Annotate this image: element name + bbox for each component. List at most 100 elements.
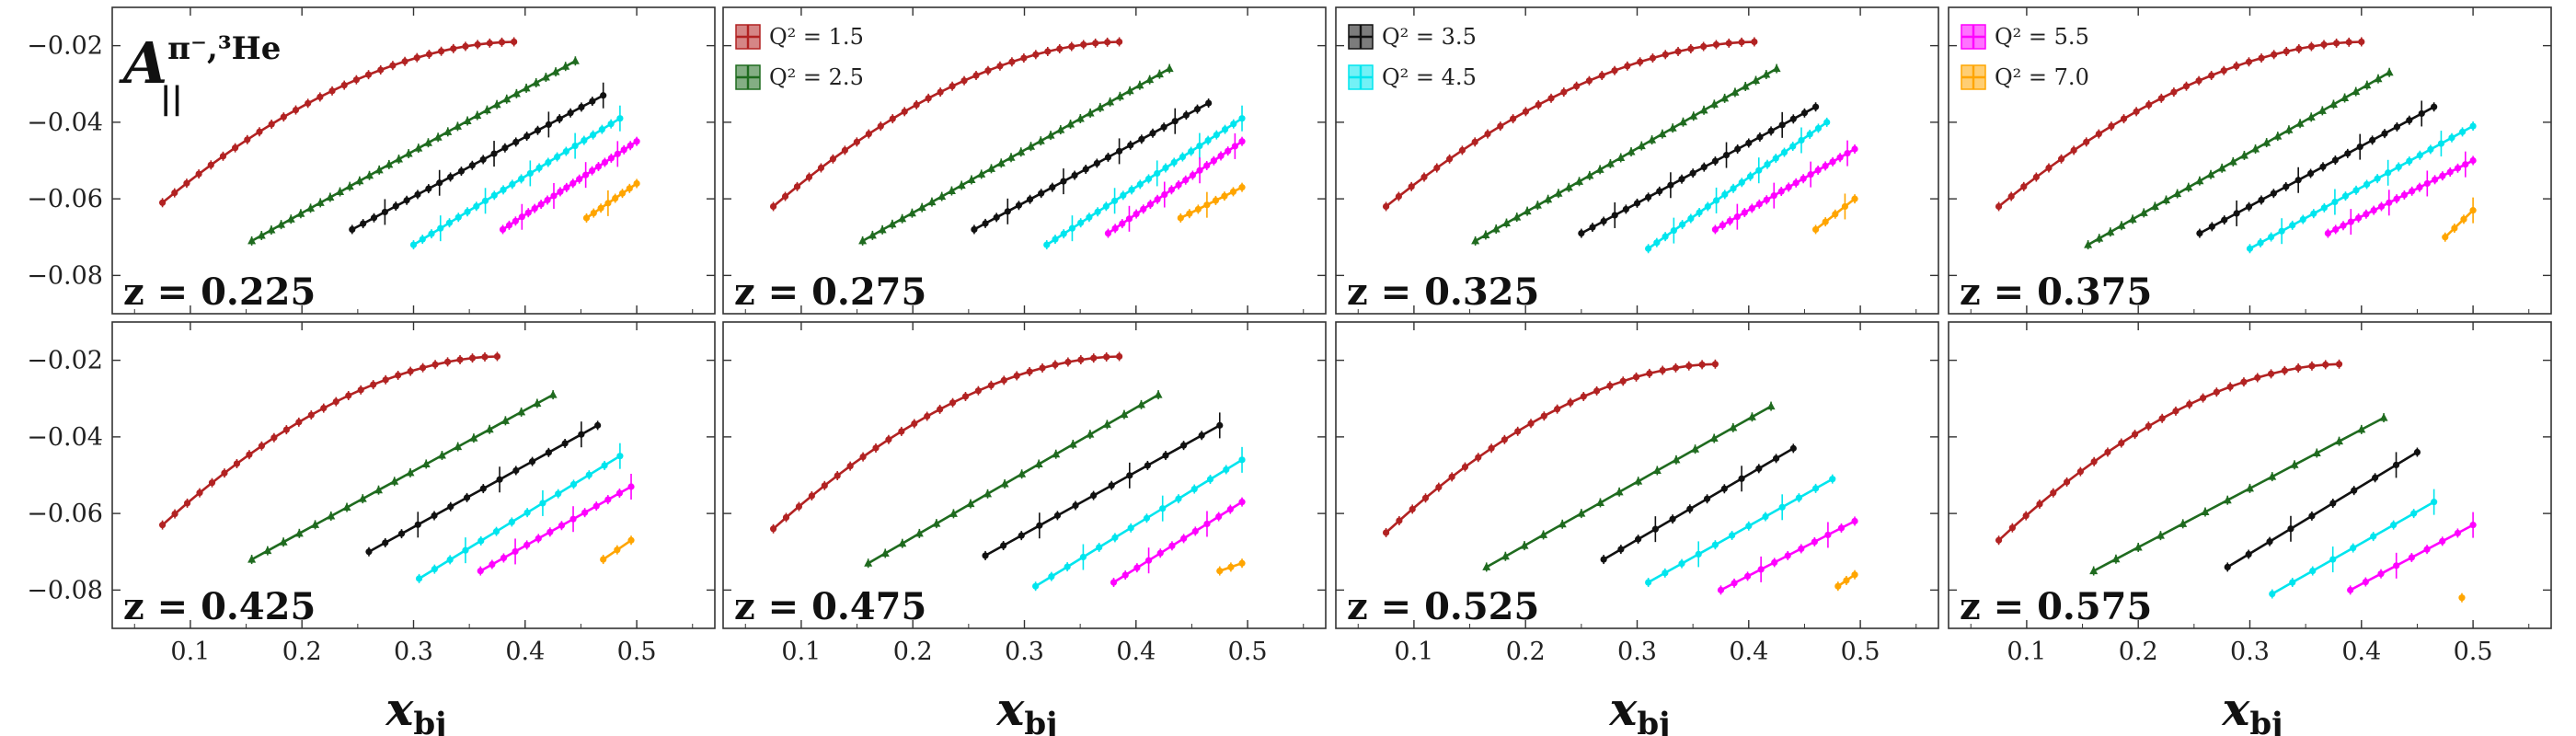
chart-title-sub: || — [160, 80, 183, 117]
data-point — [1595, 165, 1604, 173]
data-point — [1689, 169, 1696, 177]
data-point — [1064, 563, 1071, 570]
data-point — [1060, 230, 1067, 237]
data-point — [208, 479, 216, 487]
data-point — [1544, 194, 1553, 203]
x-tick-label: 0.5 — [2454, 638, 2493, 666]
data-point — [1020, 54, 1028, 62]
data-point — [454, 213, 462, 221]
data-point — [1395, 192, 1402, 201]
data-point — [1598, 72, 1605, 79]
data-point — [1811, 485, 1820, 492]
data-point — [2379, 413, 2388, 421]
data-point — [345, 392, 352, 399]
data-point — [377, 66, 385, 74]
data-point — [1191, 527, 1199, 535]
panel-z-label: z = 0.325 — [1347, 270, 1539, 314]
data-point — [859, 453, 867, 461]
data-point — [365, 548, 373, 556]
data-point — [1611, 67, 1618, 75]
data-point — [898, 213, 907, 223]
data-point — [2310, 210, 2317, 217]
data-point — [557, 188, 564, 195]
data-point — [889, 115, 896, 122]
data-point — [2128, 214, 2137, 223]
data-point — [498, 39, 506, 46]
data-point — [545, 121, 552, 129]
data-point — [446, 173, 454, 181]
data-point — [1072, 501, 1079, 510]
data-point — [2439, 537, 2446, 545]
data-point — [1573, 83, 1581, 90]
data-point — [500, 416, 510, 424]
panel-frame — [1335, 6, 1939, 315]
data-point — [2199, 394, 2207, 402]
data-point — [2386, 199, 2393, 206]
data-point — [463, 494, 471, 501]
data-point — [1077, 356, 1085, 363]
data-point — [782, 513, 790, 522]
data-point — [1843, 577, 1850, 584]
data-point — [1512, 213, 1522, 221]
data-point — [1102, 202, 1110, 210]
data-point — [898, 428, 905, 435]
data-point — [2458, 594, 2466, 602]
data-point — [395, 372, 402, 379]
data-point — [618, 190, 627, 197]
data-point — [364, 71, 373, 78]
data-point — [1092, 40, 1099, 47]
data-point — [2045, 164, 2053, 172]
panel-3 — [1948, 6, 2552, 315]
data-point — [1052, 449, 1061, 458]
data-point — [2374, 175, 2381, 182]
data-point — [1027, 142, 1036, 150]
data-point — [1171, 118, 1179, 125]
x-axis-label-main: x — [2222, 682, 2251, 736]
series-2 — [349, 82, 607, 235]
data-point — [490, 191, 498, 199]
data-point — [2020, 183, 2028, 190]
data-point — [183, 500, 191, 507]
data-point — [1995, 202, 2003, 211]
data-point — [1814, 124, 1823, 132]
data-point — [158, 522, 167, 529]
series-4 — [2324, 151, 2477, 238]
data-point — [570, 56, 580, 64]
data-point — [1216, 567, 1224, 575]
data-point — [589, 98, 596, 105]
data-point — [604, 496, 612, 503]
data-point — [1617, 546, 1625, 553]
data-point — [2133, 542, 2143, 551]
data-point — [2268, 472, 2277, 480]
data-point — [1720, 485, 1728, 492]
panel-0 — [111, 6, 716, 315]
data-point — [423, 138, 432, 146]
data-point — [1238, 499, 1246, 506]
data-point — [1741, 209, 1748, 216]
data-point — [594, 421, 602, 429]
data-point — [2390, 522, 2398, 529]
panel-z-label: z = 0.425 — [123, 585, 316, 628]
data-point — [479, 485, 487, 492]
data-point — [1179, 442, 1188, 449]
data-point — [2392, 461, 2400, 468]
data-point — [2271, 51, 2278, 58]
data-point — [528, 458, 536, 466]
data-point — [2172, 408, 2179, 415]
data-point — [221, 469, 228, 477]
data-point — [1567, 398, 1574, 407]
data-point — [1161, 190, 1168, 199]
data-point — [1138, 135, 1145, 143]
data-point — [1747, 412, 1756, 420]
data-point — [1177, 214, 1184, 222]
x-axis-label: xbj — [1609, 682, 1671, 736]
data-point — [1471, 138, 1478, 145]
data-point — [431, 566, 438, 573]
series-2 — [1578, 102, 1820, 238]
data-point — [1704, 202, 1711, 211]
data-point — [1121, 571, 1129, 579]
data-point — [1143, 514, 1151, 522]
data-point — [1408, 183, 1415, 190]
data-point — [2308, 512, 2316, 520]
x-tick-label: 0.1 — [1394, 638, 1433, 666]
